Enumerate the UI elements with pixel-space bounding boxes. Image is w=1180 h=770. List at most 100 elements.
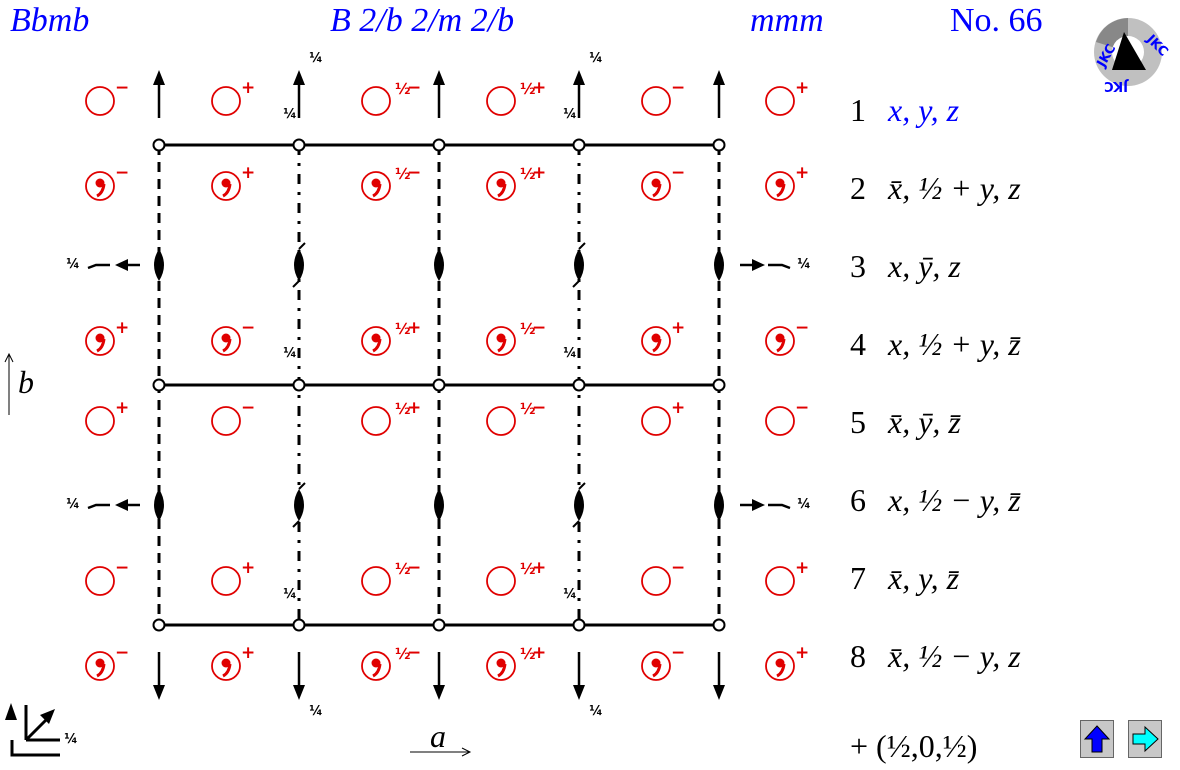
twofold-axis-arrow-head	[752, 499, 765, 511]
inversion-center-icon	[712, 138, 726, 152]
position-circle-icon	[765, 566, 795, 596]
twofold-axis-arrow-head	[115, 259, 128, 271]
inversion-center-icon	[292, 378, 306, 392]
height-sign: +	[795, 163, 809, 183]
height-sign: −	[407, 78, 421, 98]
position-circle-icon	[85, 86, 115, 116]
up-button[interactable]	[1080, 720, 1114, 758]
comma-icon	[651, 658, 661, 668]
entry-expression: x, ȳ, z	[888, 248, 961, 284]
twofold-axis-arrow-head	[573, 685, 585, 700]
screw-axis-icon	[294, 489, 304, 521]
comma-icon	[775, 333, 785, 343]
screw-tail-icon	[572, 242, 586, 288]
position-circle-icon	[765, 651, 795, 681]
coordinate-entry: 1 x, y, z	[850, 92, 959, 129]
height-label: ¼	[283, 107, 296, 122]
position-circle-icon	[361, 326, 391, 356]
twofold-axis-arrow-head	[713, 685, 725, 700]
position-circle-icon	[361, 651, 391, 681]
height-label: ¼	[797, 497, 810, 512]
height-fraction: ½	[520, 165, 536, 183]
comma-icon	[496, 178, 506, 188]
position-circle-icon	[641, 651, 671, 681]
twofold-axis-arrow-head	[115, 499, 128, 511]
height-sign: −	[671, 643, 685, 663]
comma-tail-icon	[776, 338, 786, 353]
centering-vector: + (½,0,½)	[850, 728, 978, 764]
next-button[interactable]	[1128, 720, 1162, 758]
height-label: ¼	[589, 704, 602, 719]
inversion-center-icon	[572, 138, 586, 152]
screw-arrow	[768, 503, 791, 510]
coordinate-entry: 8 x̄, ½ − y, z	[850, 638, 1021, 675]
height-label: ¼	[563, 107, 576, 122]
inversion-center-icon	[432, 138, 446, 152]
height-sign: −	[115, 163, 129, 183]
b-axis-arrow-head	[4, 352, 14, 363]
point-group: mmm	[750, 2, 824, 39]
group-number: No. 66	[950, 2, 1043, 39]
comma-tail-icon	[652, 338, 662, 353]
height-sign: −	[671, 163, 685, 183]
comma-icon	[221, 178, 231, 188]
height-label: ¼	[563, 587, 576, 602]
inversion-center-icon	[572, 378, 586, 392]
position-circle-icon	[765, 406, 795, 436]
twofold-axis-icon	[714, 489, 724, 521]
height-sign: −	[241, 398, 255, 418]
height-label: ¼	[66, 257, 79, 272]
entry-expression: x, ½ − y, z̄	[888, 482, 1021, 518]
entry-expression: x̄, y, z̄	[888, 560, 960, 596]
height-sign: +	[241, 163, 255, 183]
position-circle-icon	[486, 171, 516, 201]
comma-tail-icon	[222, 338, 232, 353]
comma-icon	[95, 178, 105, 188]
height-sign: −	[241, 318, 255, 338]
twofold-axis-icon	[154, 489, 164, 521]
comma-tail-icon	[222, 663, 232, 678]
comma-tail-icon	[497, 338, 507, 353]
comma-icon	[651, 333, 661, 343]
height-label: ¼	[309, 704, 322, 719]
entry-number: 6	[850, 482, 866, 518]
comma-tail-icon	[776, 663, 786, 678]
position-circle-icon	[361, 406, 391, 436]
inversion-center-icon	[572, 618, 586, 632]
entry-number: 5	[850, 404, 866, 440]
screw-tail-icon	[292, 242, 306, 288]
screw-tail-icon	[292, 482, 306, 528]
twofold-axis-arrow-head	[573, 70, 585, 85]
height-sign: −	[115, 558, 129, 578]
coordinate-entry: 2 x̄, ½ + y, z	[850, 170, 1021, 207]
height-sign: +	[532, 78, 546, 98]
height-sign: +	[795, 643, 809, 663]
height-sign: −	[115, 78, 129, 98]
height-sign: −	[795, 318, 809, 338]
orientation-arrow-head	[5, 703, 17, 720]
height-fraction: ½	[520, 560, 536, 578]
height-sign: +	[532, 558, 546, 578]
height-fraction: ½	[395, 645, 411, 663]
position-circle-icon	[85, 651, 115, 681]
height-label: ¼	[563, 346, 576, 361]
comma-icon	[371, 178, 381, 188]
position-circle-icon	[211, 171, 241, 201]
inversion-center-icon	[432, 378, 446, 392]
entry-number: 4	[850, 326, 866, 362]
position-circle-icon	[641, 326, 671, 356]
comma-tail-icon	[652, 663, 662, 678]
twofold-axis-icon	[434, 249, 444, 281]
height-sign: −	[671, 78, 685, 98]
position-circle-icon	[85, 406, 115, 436]
coordinate-entry: 4 x, ½ + y, z̄	[850, 326, 1021, 363]
comma-tail-icon	[222, 183, 232, 198]
inversion-center-icon	[712, 378, 726, 392]
position-circle-icon	[85, 326, 115, 356]
short-symbol: Bbmb	[10, 2, 90, 39]
coordinate-entry: 6 x, ½ − y, z̄	[850, 482, 1021, 519]
height-label: ¼	[589, 51, 602, 66]
entry-number: 1	[850, 92, 866, 128]
screw-arrow	[87, 263, 110, 270]
position-circle-icon	[641, 86, 671, 116]
